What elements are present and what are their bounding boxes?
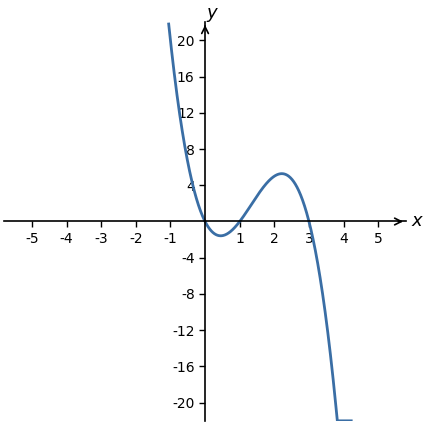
Text: x: x [411,212,422,230]
Text: y: y [207,4,217,22]
